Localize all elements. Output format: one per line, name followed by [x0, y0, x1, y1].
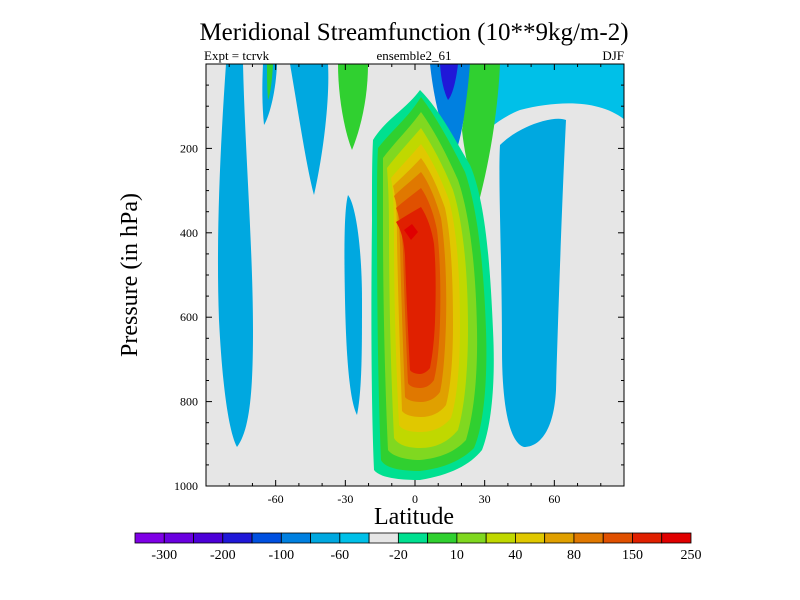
- x-tick-label: 0: [412, 492, 418, 506]
- colorbar-swatch: [251, 532, 282, 544]
- contour-equator-upper-neg-inner: [440, 64, 458, 100]
- colorbar-swatch: [339, 532, 370, 544]
- chart-title: Meridional Streamfunction (10**9kg/m-2): [199, 19, 628, 46]
- colorbar-swatch: [310, 532, 341, 544]
- colorbar-swatch: [456, 532, 487, 544]
- x-tick-label: 60: [548, 492, 560, 506]
- colorbar-swatch: [485, 532, 516, 544]
- colorbar-swatch: [661, 532, 692, 544]
- colorbar-label: 250: [681, 548, 702, 563]
- x-axis-label: Latitude: [374, 504, 454, 530]
- colorbar-label: 10: [450, 548, 464, 563]
- x-axis: -60 -30 0 30 60: [205, 64, 625, 506]
- colorbar-swatch: [193, 532, 224, 544]
- contour-north-cell: [499, 118, 566, 447]
- colorbar-swatch: [544, 532, 575, 544]
- colorbar-swatch: [573, 532, 604, 544]
- y-axis-label: Pressure (in hPa): [117, 193, 143, 357]
- subtitle-right: DJF: [602, 48, 624, 63]
- colorbar: -300 -200 -100 -60 -20 10 40 80 150 250: [134, 532, 702, 563]
- colorbar-swatch: [515, 532, 546, 544]
- colorbar-swatch: [222, 532, 253, 544]
- x-tick-label: -30: [337, 492, 353, 506]
- contour-south-upper-a-inner: [267, 64, 273, 100]
- contour-far-north: [597, 64, 601, 88]
- y-tick-label: 800: [180, 395, 198, 409]
- y-tick-label: 400: [180, 226, 198, 240]
- colorbar-label: 150: [622, 548, 643, 563]
- contour-pos-peak: [404, 224, 418, 240]
- colorbar-swatch: [280, 532, 311, 544]
- colorbar-swatch: [397, 532, 429, 544]
- colorbar-label: -100: [268, 548, 294, 563]
- colorbar-label: -20: [389, 548, 408, 563]
- contour-south-upper-a: [262, 64, 277, 125]
- plot-area: [205, 63, 625, 487]
- colorbar-swatch: [427, 532, 458, 544]
- contour-equator-upper-neg: [430, 64, 470, 155]
- colorbar-swatch: [368, 532, 399, 544]
- colorbar-swatch: [163, 532, 194, 544]
- colorbar-swatch: [134, 532, 165, 544]
- y-tick-label: 200: [180, 141, 198, 155]
- subtitle-left: Expt = tcrvk: [204, 48, 270, 63]
- colorbar-label: -200: [210, 548, 236, 563]
- contour-south-cell: [217, 64, 253, 447]
- subtitle-center: ensemble2_61: [376, 48, 451, 63]
- colorbar-label: 80: [567, 548, 581, 563]
- y-axis: 200 400 600 800 1000: [174, 63, 624, 493]
- contour-south-lower: [344, 195, 362, 415]
- contour-south-upper-b: [290, 64, 329, 195]
- contour-pos-upper-left: [338, 64, 368, 150]
- colorbar-label: -60: [331, 548, 350, 563]
- colorbar-swatch: [602, 532, 633, 544]
- contour-pos-max: [396, 207, 436, 374]
- x-tick-label: -60: [268, 492, 284, 506]
- colorbar-swatch: [632, 532, 663, 544]
- x-tick-label: 30: [479, 492, 491, 506]
- y-tick-label: 600: [180, 310, 198, 324]
- y-tick-label: 1000: [174, 479, 198, 493]
- colorbar-label: 40: [508, 548, 522, 563]
- colorbar-label: -300: [151, 548, 177, 563]
